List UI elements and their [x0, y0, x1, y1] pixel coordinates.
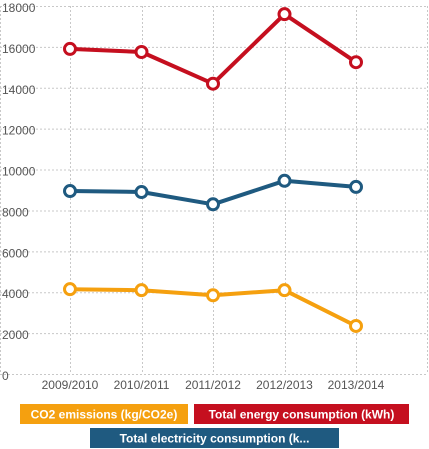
x-tick-label: 2011/2012 — [185, 378, 241, 392]
y-tick-label: 16000 — [2, 42, 36, 56]
legend-item[interactable]: CO2 emissions (kg/CO2e) — [20, 404, 188, 424]
data-point[interactable] — [349, 55, 363, 70]
data-point[interactable] — [63, 41, 77, 56]
y-tick-label: 18000 — [2, 1, 36, 15]
y-tick-label: 4000 — [2, 287, 29, 301]
series-2 — [63, 7, 363, 91]
data-point[interactable] — [277, 173, 292, 188]
data-point[interactable] — [63, 282, 77, 297]
data-point[interactable] — [134, 45, 149, 59]
legend-label: Total electricity consumption (k... — [120, 432, 310, 446]
data-point[interactable] — [206, 197, 220, 212]
legend-swatch — [90, 428, 339, 448]
x-tick-label: 2010/2011 — [114, 378, 170, 392]
y-tick-label: 0 — [2, 369, 9, 383]
legend-swatch — [194, 404, 409, 424]
x-tick-label: 2009/2010 — [42, 378, 99, 392]
series-1 — [63, 282, 363, 333]
y-axis-ticks: 0 2000 4000 6000 8000 10000 12000 14000 16000 180… — [2, 1, 36, 383]
y-tick-label: 10000 — [2, 165, 36, 179]
series-line — [69, 12, 358, 86]
legend-swatch — [20, 404, 188, 424]
data-point[interactable] — [349, 318, 363, 333]
y-tick-label: 14000 — [2, 83, 36, 97]
series-group — [63, 7, 363, 333]
data-point[interactable] — [63, 184, 77, 199]
y-tick-label: 6000 — [2, 246, 29, 260]
data-point[interactable] — [206, 288, 220, 303]
data-point[interactable] — [277, 283, 292, 298]
x-tick-label: 2013/2014 — [328, 378, 385, 392]
y-tick-label: 8000 — [2, 205, 29, 219]
legend-label: Total energy consumption (kWh) — [209, 408, 395, 422]
data-point[interactable] — [134, 283, 149, 298]
data-point[interactable] — [277, 7, 292, 22]
x-tick-label: 2012/2013 — [256, 378, 313, 392]
data-point[interactable] — [134, 185, 149, 200]
y-tick-label: 2000 — [2, 328, 29, 342]
legend: CO2 emissions (kg/CO2e) Total energy cons… — [20, 404, 409, 448]
series-3 — [63, 173, 363, 212]
legend-label: CO2 emissions (kg/CO2e) — [31, 408, 178, 422]
data-point[interactable] — [206, 76, 220, 91]
data-point[interactable] — [349, 179, 363, 194]
y-tick-label: 12000 — [2, 124, 36, 138]
legend-item[interactable]: Total electricity consumption (k... — [90, 428, 339, 448]
x-axis-ticks: 2009/2010 2010/2011 2011/2012 2012/2013 2013… — [42, 378, 385, 392]
legend-item[interactable]: Total energy consumption (kWh) — [194, 404, 409, 424]
